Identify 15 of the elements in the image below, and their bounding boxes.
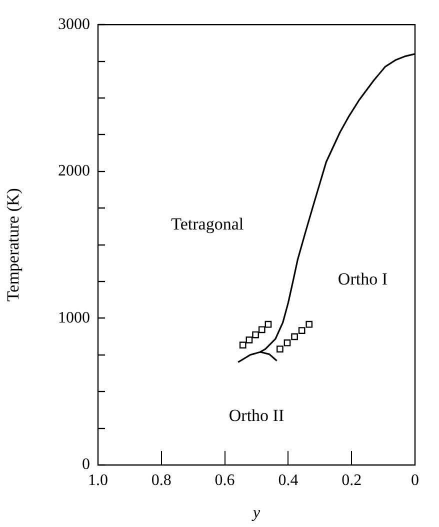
y-tick-label: 3000 — [58, 16, 90, 33]
annotation: Tetragonal — [171, 214, 244, 234]
x-axis-title: y — [250, 504, 261, 522]
x-tick-label: 0.8 — [151, 472, 172, 489]
annotation: Ortho II — [228, 406, 284, 426]
annotation: Ortho I — [338, 270, 388, 288]
y-tick-label: 0 — [82, 456, 90, 474]
y-tick-label: 1000 — [58, 309, 90, 326]
x-tick-label: 0 — [411, 472, 419, 489]
x-tick-label: 0.2 — [342, 472, 362, 489]
y-axis-title: Temperature (K) — [4, 188, 23, 302]
x-tick-label: 0.6 — [214, 472, 235, 489]
x-tick-label: 1.0 — [88, 472, 108, 489]
y-tick-label: 2000 — [58, 162, 90, 180]
x-tick-label: 0.4 — [278, 472, 298, 489]
